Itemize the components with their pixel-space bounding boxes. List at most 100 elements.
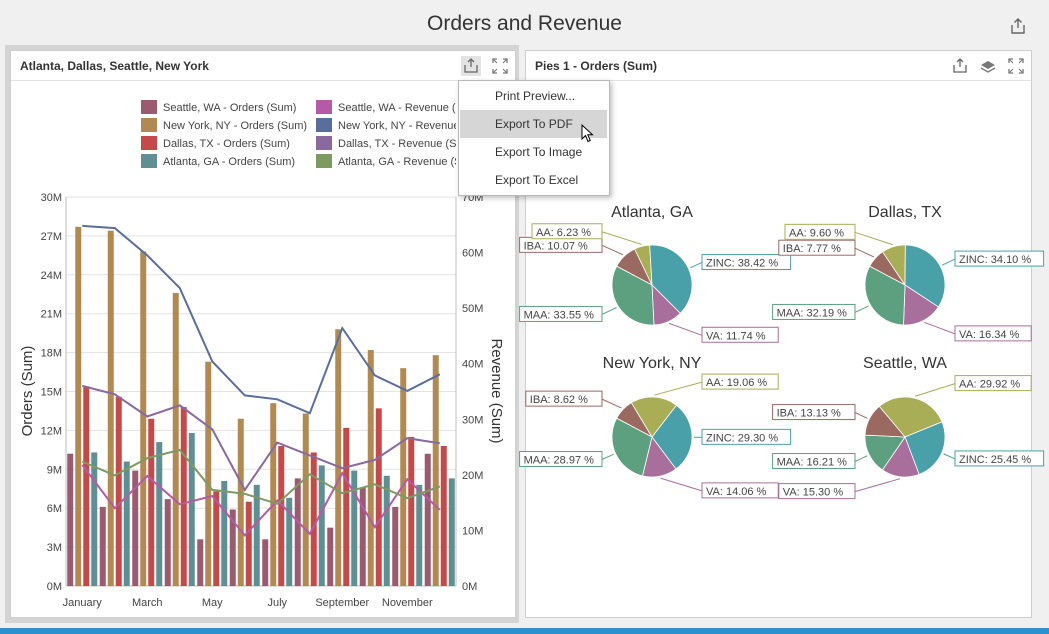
maximize-icon[interactable] xyxy=(1006,56,1026,76)
bar xyxy=(164,499,171,586)
pie-title: Atlanta, GA xyxy=(611,204,693,221)
legend-swatch xyxy=(316,154,332,168)
export-menu: Print Preview... Export To PDF Export To… xyxy=(458,80,610,196)
y-tick-label: 0M xyxy=(47,581,62,593)
y2-tick-label: 0M xyxy=(462,581,477,593)
bar xyxy=(180,407,187,586)
maximize-icon[interactable] xyxy=(490,56,510,76)
y-tick-label: 24M xyxy=(41,270,62,282)
y-tick-label: 30M xyxy=(41,192,62,204)
pie-label-box xyxy=(778,239,856,256)
panel-title: Atlanta, Dallas, Seattle, New York xyxy=(20,59,209,73)
pie-label: IBA: 10.07 % xyxy=(524,240,588,252)
pie-label: VA: 16.34 % xyxy=(959,329,1020,341)
pie-label-connector xyxy=(690,262,703,269)
pie-label-box xyxy=(772,303,856,320)
y-tick-label: 15M xyxy=(41,387,62,399)
bar xyxy=(91,452,98,586)
bar xyxy=(286,497,293,586)
pie-slice xyxy=(864,405,906,438)
bar xyxy=(229,509,236,586)
pie-label-connector xyxy=(660,477,703,492)
legend-item: Dallas, TX - Revenue (Sum) xyxy=(338,138,475,150)
pie-slice xyxy=(651,404,693,470)
bar xyxy=(302,413,309,586)
bar xyxy=(416,484,423,586)
pie-slice xyxy=(630,396,677,438)
bar xyxy=(253,484,260,586)
bar xyxy=(335,329,342,586)
bar xyxy=(107,230,114,587)
pie-label-box xyxy=(954,250,1045,267)
pie-label: VA: 11.74 % xyxy=(706,330,766,342)
y-tick-label: 9M xyxy=(47,464,62,476)
bar xyxy=(392,506,399,586)
pie-label-connector xyxy=(854,305,869,313)
bottom-accent-bar xyxy=(0,628,1049,634)
export-icon[interactable] xyxy=(461,56,481,76)
bar xyxy=(408,436,415,586)
series-line xyxy=(82,384,440,492)
bar xyxy=(245,501,252,586)
menu-item-print-preview[interactable]: Print Preview... xyxy=(495,89,576,103)
pie-label-connector xyxy=(854,412,868,419)
pie-label: AA: 9.60 % xyxy=(789,227,844,239)
pie-label-connector xyxy=(941,258,956,266)
pie-label: IBA: 7.77 % xyxy=(783,243,841,255)
pie-label-connector xyxy=(601,244,624,256)
y2-axis-title: Revenue (Sum) xyxy=(488,338,505,443)
pie-label-box xyxy=(784,223,856,240)
bar xyxy=(132,470,139,586)
bar xyxy=(156,442,163,586)
pie-label: ZINC: 34.10 % xyxy=(959,254,1031,266)
bar xyxy=(115,396,122,586)
bar xyxy=(262,539,269,586)
pie-slice xyxy=(649,244,693,314)
menu-item-export-pdf[interactable]: Export To PDF xyxy=(460,110,607,138)
panel-header: Atlanta, Dallas, Seattle, New York xyxy=(11,51,515,81)
bar xyxy=(351,470,358,586)
pie-label-connector xyxy=(601,453,614,460)
series-line xyxy=(81,448,441,505)
bar xyxy=(99,506,106,586)
pie-label: ZINC: 29.30 % xyxy=(706,432,778,444)
series-line xyxy=(81,464,441,537)
dashboard-title: Orders and Revenue xyxy=(427,12,622,35)
export-icon[interactable] xyxy=(950,56,970,76)
panel-title: Pies 1 - Orders (Sum) xyxy=(535,59,658,73)
legend-item: Seattle, WA - Revenue (Sum) xyxy=(338,102,482,114)
legend-item: Seattle, WA - Orders (Sum) xyxy=(163,102,296,114)
pie-label-box xyxy=(954,375,1032,392)
bar xyxy=(197,539,204,586)
layers-icon[interactable] xyxy=(978,56,998,76)
pie-label-connector xyxy=(601,307,617,315)
pie-label-box xyxy=(954,450,1045,467)
cursor-icon xyxy=(581,123,595,149)
bar xyxy=(213,491,220,586)
menu-item-export-image[interactable]: Export To Image xyxy=(495,145,583,159)
legend-swatch xyxy=(141,136,157,150)
pie-title: Dallas, TX xyxy=(868,204,942,221)
bar xyxy=(400,368,407,586)
bar xyxy=(278,445,285,586)
x-tick-label: January xyxy=(63,597,103,609)
bar xyxy=(237,418,244,586)
legend-swatch xyxy=(316,118,332,132)
pie-label: VA: 14.06 % xyxy=(706,486,767,498)
y-tick-label: 18M xyxy=(41,348,62,360)
bar xyxy=(188,432,195,586)
bar xyxy=(448,478,455,586)
y2-tick-label: 20M xyxy=(462,470,483,482)
x-tick-label: November xyxy=(382,597,433,609)
y2-tick-label: 10M xyxy=(462,525,483,537)
bar xyxy=(359,487,366,586)
bar xyxy=(440,445,447,586)
pie-label: MAA: 33.55 % xyxy=(524,309,595,321)
pie-label-connector xyxy=(854,478,901,493)
pie-label-box xyxy=(778,483,856,500)
pie-label-box xyxy=(772,404,856,421)
export-icon[interactable] xyxy=(1008,16,1028,36)
bar xyxy=(432,355,439,586)
bar xyxy=(123,461,130,586)
menu-item-export-excel[interactable]: Export To Excel xyxy=(495,173,579,187)
